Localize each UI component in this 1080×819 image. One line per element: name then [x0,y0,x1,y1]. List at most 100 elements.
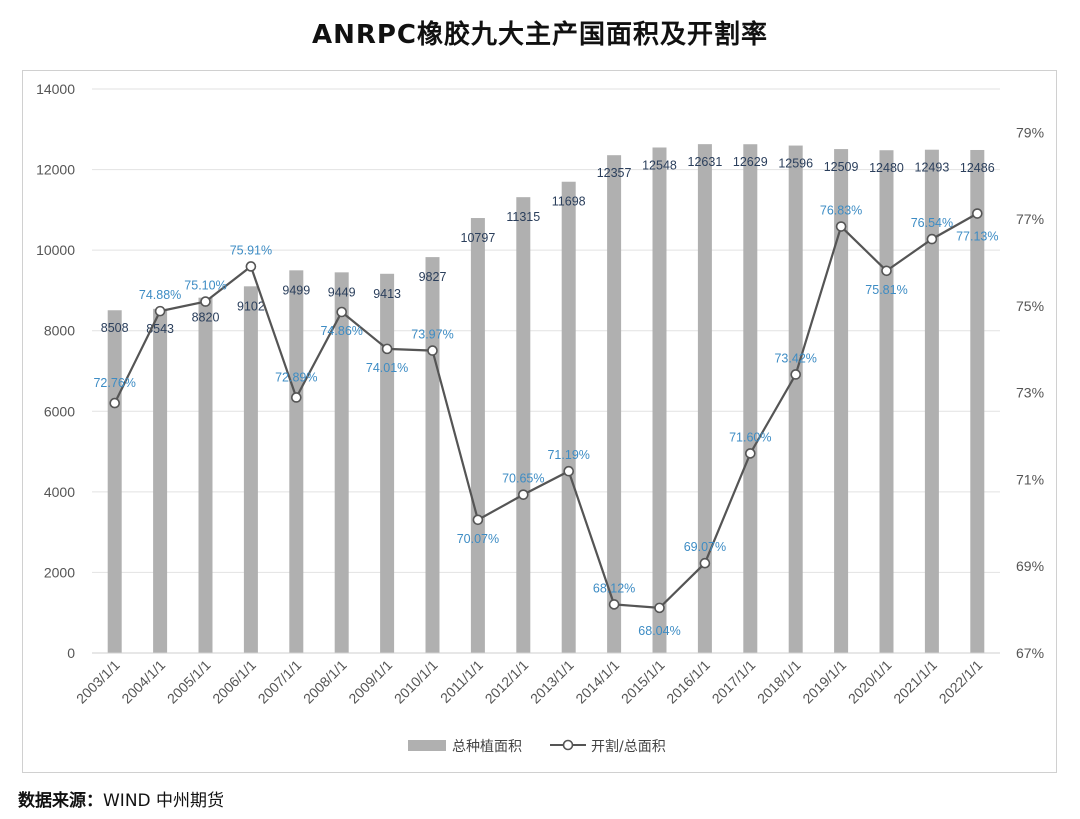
bar-value-label: 9827 [419,270,447,284]
ratio-value-label: 75.10% [184,279,226,293]
chart-title: ANRPC橡胶九大主产国面积及开割率 [311,20,769,50]
bar-mark [289,270,304,653]
bar-value-label: 12357 [597,166,632,180]
x-axis-tick: 2015/1/1 [618,657,668,707]
x-axis-tick: 2009/1/1 [345,657,395,707]
x-axis-tick: 2022/1/1 [936,657,986,707]
x-axis-tick: 2017/1/1 [709,657,759,707]
x-axis-tick: 2004/1/1 [118,657,168,707]
bar-value-label: 12629 [733,155,768,169]
x-axis-tick: 2021/1/1 [890,657,940,707]
x-axis-tick: 2006/1/1 [209,657,259,707]
x-axis-tick: 2020/1/1 [845,657,895,707]
ratio-value-label: 71.19% [547,448,589,462]
left-axis-tick: 4000 [44,484,75,500]
ratio-point [699,557,711,569]
bar-value-label: 9449 [328,285,356,299]
left-axis-tick: 6000 [44,403,75,419]
x-axis-tick: 2003/1/1 [73,657,123,707]
ratio-value-label: 72.76% [93,376,135,390]
legend-line-label: 开割/总面积 [591,738,666,755]
ratio-point [336,306,348,318]
ratio-value-label: 74.86% [320,324,362,338]
ratio-line [113,212,978,610]
x-axis-tick: 2012/1/1 [482,657,532,707]
bar-mark [970,149,985,654]
x-axis-tick: 2007/1/1 [255,657,305,707]
x-axis-tick: 2005/1/1 [164,657,214,707]
ratio-point [290,392,302,403]
x-axis-tick: 2008/1/1 [300,657,350,707]
bar-value-label: 12596 [778,157,813,171]
left-axis-tick: 14000 [36,81,75,97]
ratio-point [744,448,756,459]
ratio-value-label: 73.97% [411,328,453,342]
bar-mark [924,149,939,653]
bar-mark [561,181,576,653]
ratio-value-label: 74.01% [366,361,408,375]
bar-value-label: 11315 [506,210,540,224]
ratio-point [563,465,575,477]
ratio-value-label: 75.91% [230,243,272,257]
x-axis-tick: 2019/1/1 [799,657,849,707]
bar-mark [380,273,395,653]
ratio-point [926,233,938,245]
left-axis-tick: 0 [67,645,75,661]
right-axis-tick: 75% [1016,298,1044,314]
ratio-point [835,221,847,232]
ratio-value-label: 71.60% [729,430,771,444]
ratio-value-label: 76.83% [820,204,862,218]
x-axis-tick: 2018/1/1 [754,657,804,707]
ratio-value-label: 68.12% [593,581,635,595]
ratio-value-label: 74.88% [139,288,181,302]
ratio-value-label: 69.07% [684,540,726,554]
x-axis-tick: 2014/1/1 [572,657,622,707]
bar-value-label: 11698 [552,195,586,209]
right-axis-tick: 73% [1016,385,1044,401]
ratio-point [517,489,529,500]
bar-value-label: 12493 [915,161,950,175]
ratio-point [971,208,983,219]
bar-mark [879,150,894,653]
bar-value-label: 12480 [869,161,904,175]
bar-mark [834,149,849,654]
left-axis-tick: 8000 [44,323,75,339]
legend-bar-label: 总种植面积 [452,739,522,755]
ratio-point [654,602,665,614]
source-note: 数据来源：WIND 中州期货 [18,786,224,811]
chart-frame [22,70,1057,773]
bar-value-label: 12509 [824,160,859,174]
ratio-value-label: 75.81% [865,283,907,297]
x-axis-tick: 2016/1/1 [663,657,713,707]
right-axis-tick: 77% [1016,211,1044,227]
ratio-value-label: 70.07% [457,532,499,546]
legend-line-marker [562,739,574,751]
ratio-point [154,305,166,317]
ratio-value-label: 70.65% [502,472,544,486]
bar-mark [652,147,667,653]
ratio-point [245,261,257,272]
legend-bar-swatch [408,740,446,751]
bar-mark [516,197,531,653]
ratio-value-label: 76.54% [911,216,953,230]
bar-value-label: 9102 [237,299,265,313]
ratio-point [427,345,438,356]
right-axis-tick: 69% [1016,558,1044,574]
ratio-value-label: 73.42% [774,351,816,365]
bar-value-label: 12486 [960,161,995,175]
bar-mark [243,286,258,653]
left-axis-tick: 10000 [36,242,75,258]
ratio-value-label: 68.04% [638,624,680,638]
bar-mark [607,155,622,653]
ratio-point [109,397,120,409]
bar-value-label: 10797 [461,231,496,245]
source-label: 数据来源： [18,791,103,811]
ratio-point [200,296,211,307]
x-axis-tick: 2011/1/1 [437,657,486,706]
bar-mark [107,310,122,653]
x-axis-tick: 2013/1/1 [527,657,577,707]
bar-mark [334,272,349,653]
ratio-point [881,265,892,277]
right-axis-tick: 71% [1016,471,1044,487]
